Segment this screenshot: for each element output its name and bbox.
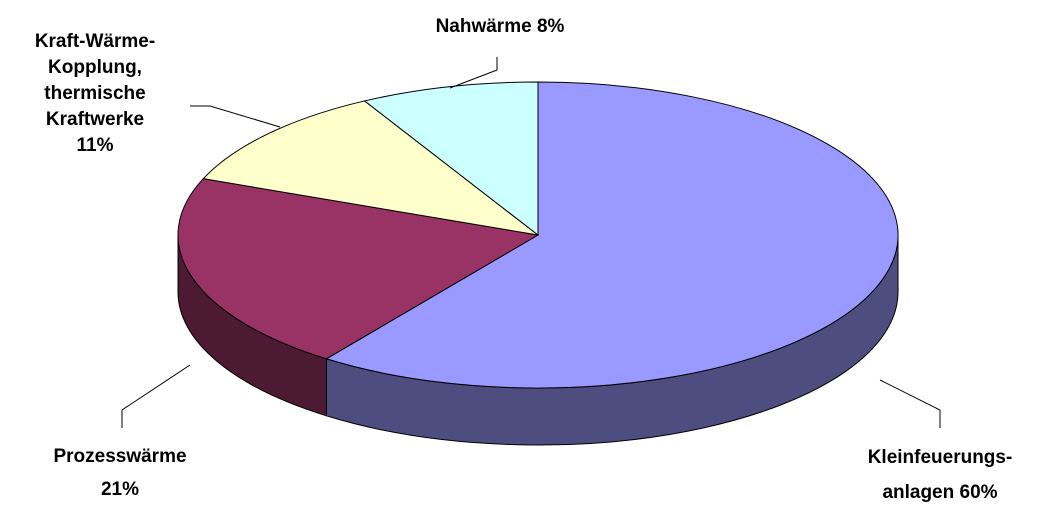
category-label: Prozesswärme [53,446,187,467]
value-label: 8% [536,16,565,37]
category-label: Nahwärme [435,16,532,37]
slice-label: Nahwärme 8% [436,14,565,40]
leader-line [121,364,191,428]
slice [177,178,540,360]
slice [325,81,899,389]
leader-line [190,105,281,128]
value-label: 11% [76,135,114,156]
slice-label: Prozesswärme 21% [53,440,186,506]
category-label: Kraft-Wärme- Kopplung, thermische Kraftw… [34,31,156,130]
slice-label: Kraft-Wärme- Kopplung, thermische Kraftw… [35,29,155,159]
value-label: 60% [959,482,998,503]
slice [363,81,539,237]
value-label: 21% [100,479,140,500]
slice-label: Kleinfeuerungs- anlagen 60% [868,440,1013,510]
leader-line [879,379,941,428]
leader-line [449,57,498,89]
category-label: Kleinfeuerungs- anlagen [867,447,1013,503]
slice [202,100,539,236]
